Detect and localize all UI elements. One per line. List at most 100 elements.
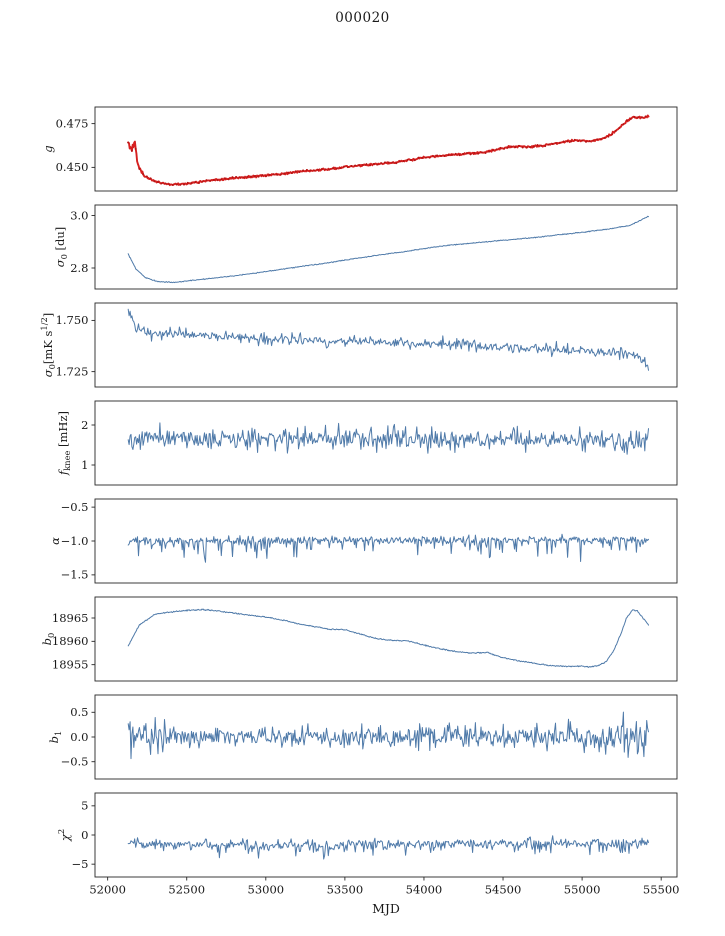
- marker-dot: [257, 175, 260, 178]
- marker-dot: [171, 183, 174, 186]
- marker-dot: [510, 145, 513, 148]
- marker-dot: [302, 169, 305, 172]
- marker-dot: [473, 151, 476, 154]
- x-tick-label: 53500: [327, 883, 364, 897]
- marker-dot: [276, 173, 279, 176]
- marker-dot: [585, 140, 587, 143]
- y-tick-label: 3.0: [70, 208, 88, 222]
- marker-dot: [209, 179, 212, 182]
- y-tick-label: −0.5: [61, 500, 89, 514]
- marker-dot: [406, 158, 409, 161]
- x-tick-label: 52500: [168, 883, 205, 897]
- marker-dot: [488, 150, 491, 153]
- panel-frame-f_knee: [94, 400, 678, 486]
- x-tick-label: 54000: [406, 883, 443, 897]
- y-axis-label-chi2: χ2: [56, 828, 72, 842]
- marker-dot: [231, 176, 234, 179]
- marker-dot: [283, 172, 286, 175]
- marker-dot: [130, 149, 133, 152]
- marker-dot: [157, 181, 159, 184]
- x-tick-label: 54500: [485, 883, 522, 897]
- panel-frame-b1: [94, 694, 678, 780]
- marker-dot: [480, 151, 483, 154]
- y-axis-label-sigma0_mK: σ0[mK s1/2]: [38, 312, 58, 378]
- y-tick-label: 0.475: [56, 116, 89, 130]
- series-b0: [127, 608, 649, 668]
- marker-dot: [127, 141, 130, 144]
- marker-dot: [596, 138, 599, 141]
- marker-dot: [183, 183, 185, 186]
- marker-dot: [633, 115, 636, 118]
- y-tick-label: −1.0: [61, 534, 89, 548]
- x-tick-label: 55000: [564, 883, 601, 897]
- marker-dot: [555, 142, 558, 145]
- y-tick-label: 2.8: [70, 261, 88, 275]
- marker-dot: [153, 180, 156, 183]
- marker-dot: [261, 174, 264, 177]
- marker-dot: [346, 166, 349, 169]
- marker-dot: [395, 162, 398, 165]
- marker-dot: [611, 133, 614, 136]
- marker-dot: [164, 182, 167, 185]
- marker-dot: [577, 139, 580, 142]
- marker-dot: [614, 129, 617, 132]
- marker-dot: [581, 139, 584, 142]
- marker-dot: [592, 139, 595, 142]
- marker-dot: [313, 169, 316, 172]
- marker-dot: [309, 169, 312, 172]
- y-tick-label: 18960: [52, 634, 89, 648]
- x-axis-label: MJD: [372, 901, 400, 916]
- panel-frame-g: [94, 106, 678, 192]
- marker-dot: [268, 173, 271, 176]
- marker-dot: [380, 162, 383, 165]
- marker-dot: [544, 145, 547, 148]
- marker-dot: [484, 151, 487, 154]
- marker-dot: [365, 163, 368, 166]
- marker-dot: [637, 116, 640, 119]
- marker-dot: [607, 135, 610, 138]
- marker-dot: [384, 161, 386, 164]
- marker-dot: [640, 116, 643, 119]
- marker-dot: [372, 162, 375, 165]
- marker-dot: [603, 136, 606, 139]
- marker-dot: [175, 183, 178, 186]
- panel-frame-chi2: [94, 792, 678, 878]
- marker-dot: [492, 149, 494, 152]
- marker-dot: [358, 164, 360, 167]
- marker-dot: [439, 155, 442, 158]
- y-tick-label: −0.5: [61, 755, 89, 769]
- marker-dot: [149, 177, 152, 180]
- marker-dot: [410, 159, 413, 162]
- marker-dot: [521, 146, 524, 149]
- marker-dot: [443, 154, 446, 157]
- y-tick-label: −1.5: [61, 568, 89, 582]
- x-tick-label: 53000: [248, 883, 285, 897]
- marker-dot: [458, 154, 461, 157]
- panel-frame-sigma0_du: [94, 204, 678, 290]
- y-axis-label-alpha: α: [47, 537, 62, 545]
- series-alpha: [127, 533, 649, 563]
- marker-dot: [629, 117, 632, 120]
- y-tick-label: 1.750: [56, 313, 89, 327]
- marker-dot: [540, 144, 543, 147]
- marker-dot: [417, 156, 420, 159]
- marker-dot: [376, 163, 379, 166]
- series-sigma0_du: [127, 215, 649, 284]
- marker-dot: [495, 148, 498, 151]
- marker-dot: [361, 164, 364, 167]
- marker-dot: [562, 140, 565, 143]
- marker-dot: [246, 175, 249, 178]
- marker-dot: [335, 167, 338, 170]
- marker-dot: [216, 179, 219, 182]
- marker-dot: [205, 179, 208, 182]
- marker-dot: [566, 140, 569, 143]
- marker-dot: [272, 173, 275, 176]
- marker-dot: [618, 126, 621, 129]
- marker-dot: [317, 168, 319, 171]
- marker-dot: [536, 144, 539, 147]
- marker-dot: [287, 171, 290, 174]
- marker-dot: [428, 156, 431, 159]
- marker-dot: [134, 147, 137, 150]
